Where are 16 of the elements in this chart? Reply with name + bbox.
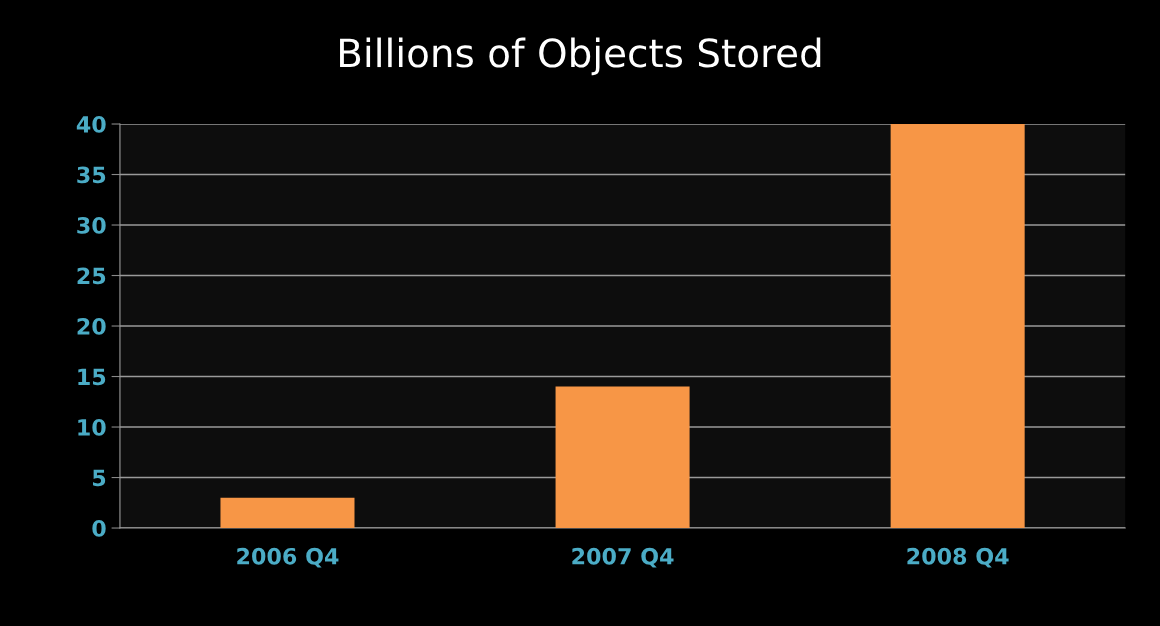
bar: [220, 497, 355, 529]
bar: [890, 124, 1025, 529]
y-tick-label: 5: [93, 469, 106, 487]
chart-title: Billions of Objects Stored: [340, 37, 821, 76]
y-tick-label: 30: [77, 216, 106, 234]
y-tick-label: 10: [78, 418, 106, 436]
y-tick-label: 40: [76, 115, 106, 133]
bar: [555, 386, 690, 529]
y-tick-label: 15: [78, 368, 106, 386]
x-tick-label: 2006 Q4: [237, 547, 339, 568]
y-tick-label: 25: [77, 267, 106, 285]
y-tick-label: 20: [77, 317, 106, 335]
x-tick-label: 2008 Q4: [907, 547, 1009, 568]
y-tick-label: 0: [92, 519, 106, 537]
x-tick-label: 2007 Q4: [572, 547, 674, 568]
y-tick-label: 35: [77, 166, 106, 184]
